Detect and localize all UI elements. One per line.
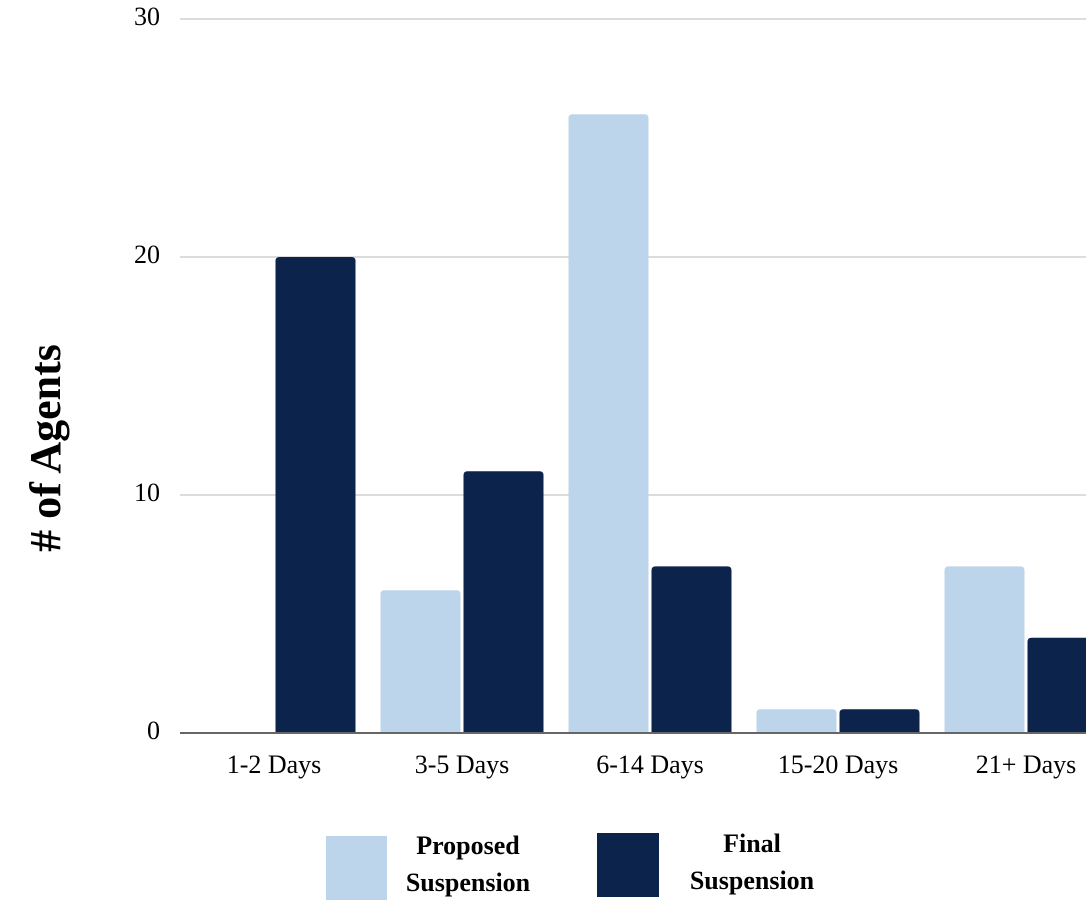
bar-proposed-4 — [945, 566, 1025, 733]
y-tick-label: 30 — [134, 2, 160, 31]
legend-label-line2: Suspension — [406, 868, 531, 897]
bar-proposed-2 — [569, 114, 649, 733]
x-tick-label: 15-20 Days — [778, 750, 899, 779]
bar-final-2 — [652, 566, 732, 733]
bar-final-4 — [1028, 638, 1086, 733]
legend-label-line1: Final — [723, 829, 781, 858]
x-tick-label: 21+ Days — [976, 750, 1077, 779]
legend-label-line1: Proposed — [416, 831, 520, 860]
legend: Proposed Suspension Final Suspension — [326, 829, 815, 900]
y-axis-label: # of Agents — [21, 344, 70, 552]
x-tick-label: 3-5 Days — [415, 750, 510, 779]
y-tick-label: 10 — [134, 478, 160, 507]
bars — [180, 114, 1086, 733]
legend-label-line2: Suspension — [690, 866, 815, 895]
x-tick-label: 1-2 Days — [227, 750, 322, 779]
x-axis-ticks: 1-2 Days 3-5 Days 6-14 Days 15-20 Days 21+ D… — [227, 750, 1077, 779]
x-tick-label: 6-14 Days — [596, 750, 704, 779]
y-axis-ticks: 0 10 20 30 — [134, 2, 160, 745]
bar-final-3 — [840, 709, 920, 733]
legend-swatch-final — [597, 833, 659, 897]
bar-proposed-1 — [381, 590, 461, 733]
bar-final-0 — [276, 257, 356, 733]
bar-final-1 — [464, 471, 544, 733]
y-tick-label: 20 — [134, 240, 160, 269]
bar-proposed-3 — [757, 709, 837, 733]
legend-swatch-proposed — [326, 836, 387, 900]
y-tick-label: 0 — [147, 716, 160, 745]
